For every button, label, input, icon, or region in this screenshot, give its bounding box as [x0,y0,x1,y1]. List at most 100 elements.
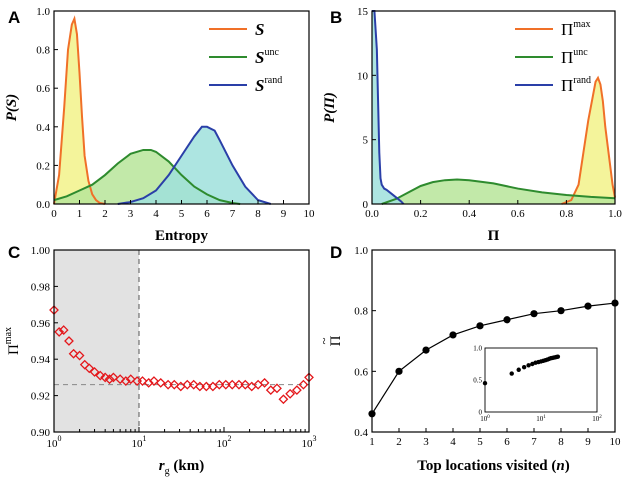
x-tick-label: 5 [477,436,483,448]
x-tick-exponent: 1 [143,434,147,443]
data-point [115,374,126,385]
y-tick-label: 0.6 [36,83,50,95]
y-tick-label: 0.6 [354,366,368,378]
x-title-unit: (km) [170,458,205,474]
plot-frame [371,10,616,205]
area-fill-unc [381,179,615,204]
x-tick-label: 0.4 [462,208,476,220]
inset-x-tick-label: 101 [536,415,546,423]
y-axis-title: Πmax [3,327,22,355]
y-tick-label: 0.8 [36,45,50,57]
y-axis-title: P(S) [4,94,20,122]
data-point [54,326,65,337]
legend-sup: unc [264,47,279,58]
x-tick-label: 8 [255,208,261,220]
y-tick-label: 1.0 [354,245,368,257]
x-tick-label: 2 [102,208,108,220]
inset-y-tick-label: 0.5 [473,377,482,385]
inset-y-tick-label: 0 [479,409,483,417]
data-point [68,348,79,359]
y-tick-label: 0.4 [354,427,368,439]
legend-label-rand: Πrand [561,75,591,95]
data-point [395,367,403,375]
data-point [169,379,180,390]
inset-data-point [516,367,521,372]
data-point [201,381,212,392]
x-tick-label: 7 [230,208,236,220]
legend-label-max: Πmax [561,19,591,39]
panel-letter: D [330,243,342,262]
x-title-var: r [159,458,165,474]
x-tick-exponent: 2 [228,434,232,443]
data-point [125,374,136,385]
series-line-unc [381,178,616,205]
x-axis-title: Π [488,228,500,244]
y-tick-label: 0.2 [36,160,50,172]
x-tick-label: 9 [585,436,591,448]
plot-frame [371,249,616,433]
x-tick-label: 10 [304,208,316,220]
series-line-max [53,15,106,205]
x-tick-label: 6 [204,208,210,220]
x-tick-label: 7 [531,436,537,448]
data-point [58,325,69,335]
series-line-rand [117,125,272,205]
panel-letter: C [8,243,20,262]
series-line-max [561,75,616,205]
data-point [234,379,244,390]
y-tick-label: 0.0 [36,199,50,211]
x-title-text: Top locations visited ( [417,458,556,474]
series-line-unc [53,148,241,205]
inset-x-tick-label: 100 [480,415,490,423]
x-tick-exponent: 3 [313,434,317,443]
inset-background [485,348,597,412]
data-point [291,385,302,396]
area-fill-rand [117,126,271,204]
x-tick-label: 4 [450,436,456,448]
x-tick-label: 3 [423,436,429,448]
data-point [108,372,119,383]
x-title-var: n [556,458,564,474]
y-tick-label: 0.98 [31,281,51,293]
data-point [227,379,238,390]
data-point [64,336,74,346]
legend-label-max: S [255,20,264,39]
y-tick-label: 1.00 [31,245,51,257]
inset-x-tick-exponent: 1 [543,415,546,420]
x-tick-label: 103 [302,434,317,450]
y-tick-label: 15 [357,6,369,18]
y-tick-label: 0.96 [31,318,51,330]
x-tick-label: 0 [51,208,57,220]
panel-a: 0 1 2 3 4 5 6 7 8 9 10 0.0 0.2 0.4 0.6 0.8 1.0 Entropy P(S… [4,6,315,244]
x-tick-label: 9 [281,208,287,220]
data-point [182,379,193,390]
data-point [259,377,270,388]
y-axis-title: Π [328,335,344,346]
panel-letter: B [330,8,342,27]
data-point [95,370,106,381]
x-tick-label: 10 [610,436,622,448]
legend-label-unc: Πunc [561,47,588,67]
legend-sup: rand [264,75,282,86]
data-point [149,376,159,386]
data-point [155,377,166,388]
data-point [220,379,231,390]
data-point [120,376,131,386]
inset-x-tick-exponent: 2 [599,415,602,420]
inset-x-tick-exponent: 0 [487,415,490,420]
data-point [89,367,100,377]
x-tick-label: 6 [504,436,510,448]
data-point [476,322,484,330]
y-tick-label: 0.90 [31,427,51,439]
data-point [74,350,85,361]
x-axis-title: Entropy [155,228,209,244]
data-point [272,383,282,394]
x-tick-label: 1 [369,436,375,448]
legend-sup: rand [573,75,591,86]
y-title-sup: max [3,327,14,344]
y-tick-label: 1.0 [36,6,50,18]
y-tick-label: 5 [363,135,369,147]
series-line [371,302,616,415]
data-point [449,331,457,339]
